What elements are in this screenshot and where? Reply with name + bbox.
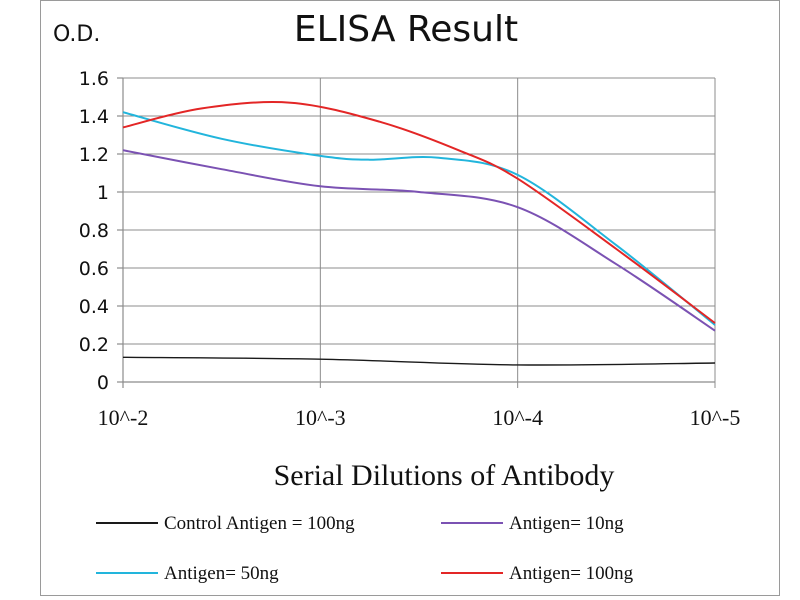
x-tick-labels: 10^-2 10^-3 10^-4 10^-5 xyxy=(98,405,741,430)
y-tick-label: 0.8 xyxy=(79,220,109,242)
y-tick-label: 0.4 xyxy=(79,296,109,318)
legend-label-2: Antigen= 50ng xyxy=(164,563,279,584)
y-tick-label: 1.2 xyxy=(79,144,109,166)
elisa-chart: ELISA Result O.D. 0 0.2 0.4 0.6 0.8 1 1.2 1.4 1.… xyxy=(53,9,741,584)
legend-label-3: Antigen= 100ng xyxy=(509,563,634,584)
x-axis-label: Serial Dilutions of Antibody xyxy=(274,459,615,492)
y-tick-labels: 0 0.2 0.4 0.6 0.8 1 1.2 1.4 1.6 xyxy=(79,68,109,394)
legend: Control Antigen = 100ng Antigen= 10ng Anti… xyxy=(96,513,634,584)
y-tick-label: 1.6 xyxy=(79,68,109,90)
y-axis-label: O.D. xyxy=(53,22,100,47)
y-tick-label: 0.6 xyxy=(79,258,109,280)
series-line-3 xyxy=(122,101,716,324)
x-tick-label: 10^-5 xyxy=(690,405,741,430)
x-tick-label: 10^-4 xyxy=(492,405,543,430)
legend-label-0: Control Antigen = 100ng xyxy=(164,513,355,534)
series-lines xyxy=(122,101,716,366)
y-tick-label: 1 xyxy=(97,182,109,204)
chart-frame: ELISA Result O.D. 0 0.2 0.4 0.6 0.8 1 1.2 1.4 1.… xyxy=(40,0,780,596)
x-tick-label: 10^-3 xyxy=(295,405,346,430)
grid-lines xyxy=(117,77,716,388)
chart-title: ELISA Result xyxy=(294,9,518,50)
series-line-1 xyxy=(122,149,716,332)
y-tick-label: 0 xyxy=(97,372,109,394)
x-tick-label: 10^-2 xyxy=(98,405,149,430)
series-line-0 xyxy=(122,356,716,366)
legend-label-1: Antigen= 10ng xyxy=(509,513,624,534)
y-tick-label: 0.2 xyxy=(79,334,109,356)
y-tick-label: 1.4 xyxy=(79,106,109,128)
series-line-2 xyxy=(122,111,716,326)
